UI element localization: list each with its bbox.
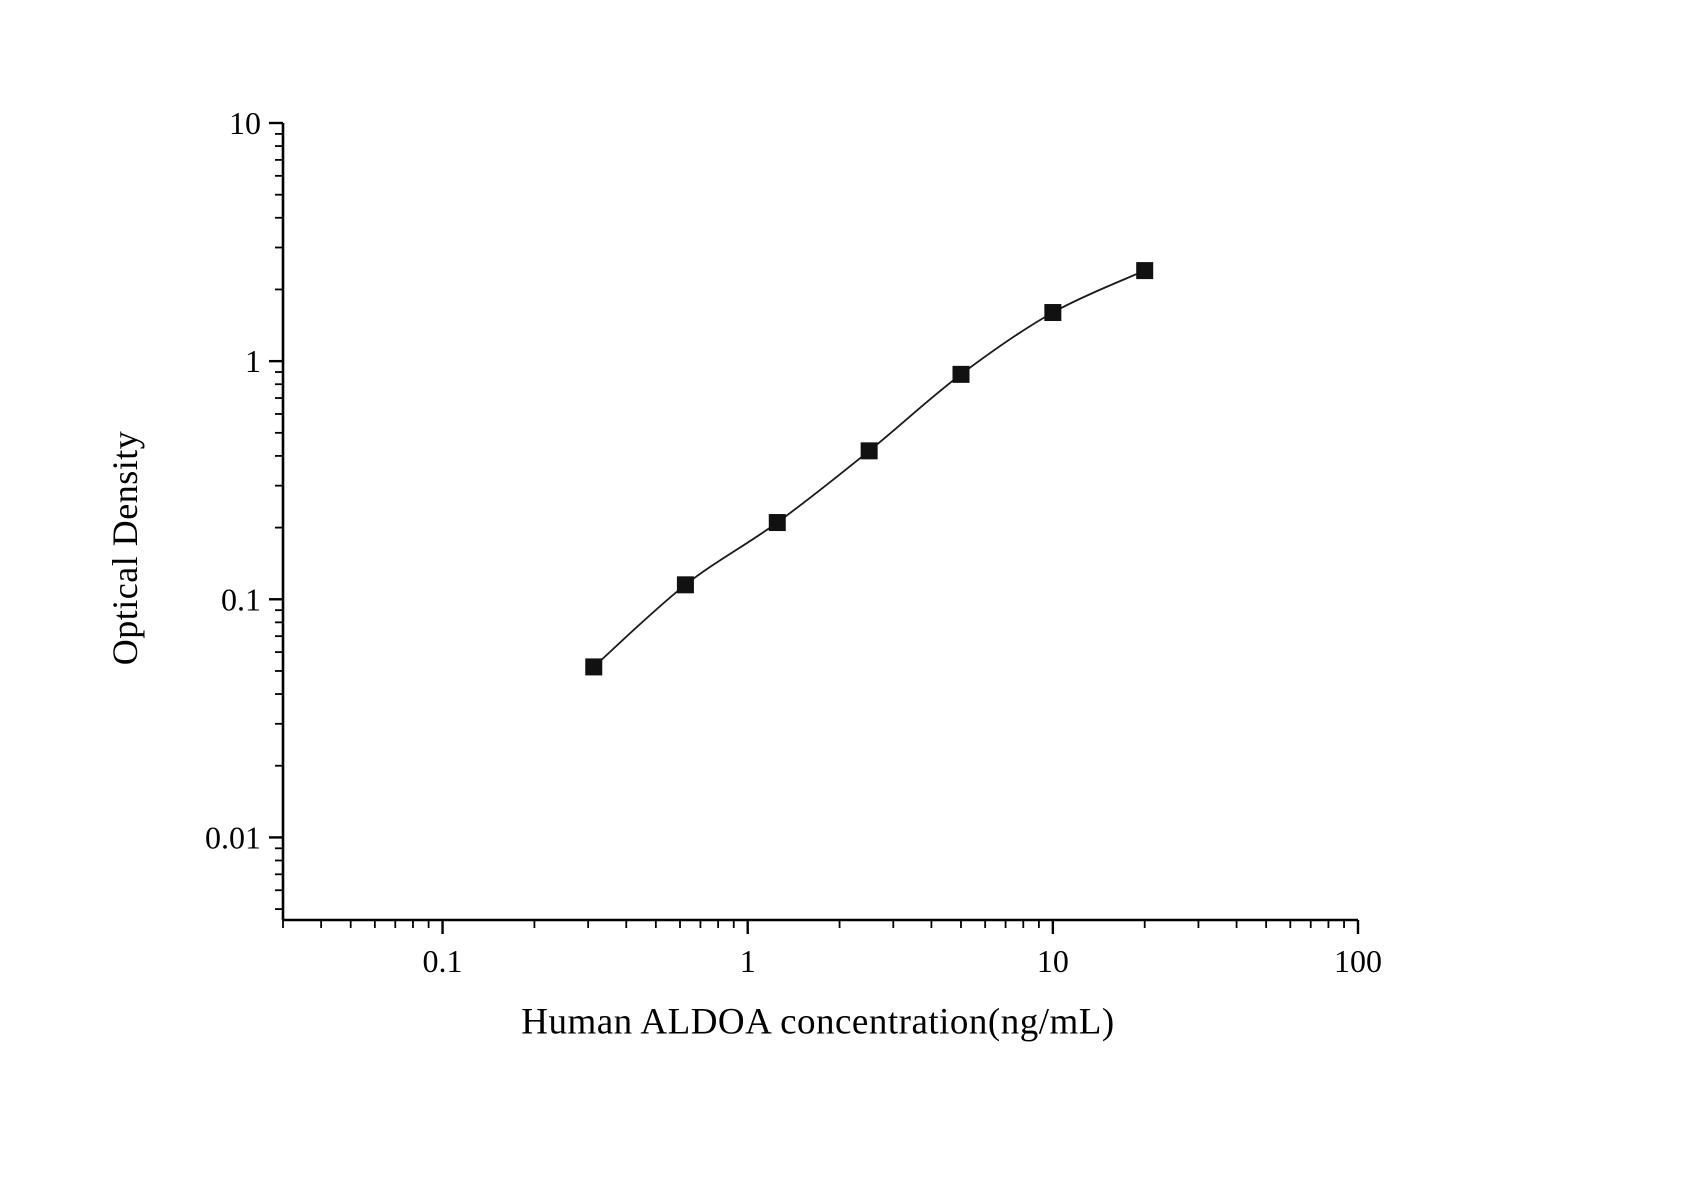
y-tick-label: 0.01 — [205, 819, 261, 855]
y-tick-label: 10 — [229, 105, 261, 141]
data-point-marker — [676, 576, 694, 594]
data-point-marker — [860, 442, 878, 460]
x-axis-title: Human ALDOA concentration(ng/mL) — [521, 1001, 1115, 1043]
x-tick-label: 0.1 — [423, 943, 463, 979]
x-tick-label: 1 — [740, 943, 756, 979]
y-tick-label: 1 — [245, 343, 261, 379]
data-point-marker — [768, 514, 786, 532]
x-tick-label: 100 — [1334, 943, 1382, 979]
data-point-marker — [585, 658, 603, 676]
data-point-marker — [1136, 262, 1154, 280]
data-point-marker — [1044, 304, 1062, 322]
data-point-marker — [952, 365, 970, 383]
standard-curve-line — [593, 269, 1146, 668]
y-axis-title: Optical Density — [105, 430, 145, 666]
y-tick-label: 0.1 — [221, 581, 261, 617]
x-tick-label: 10 — [1037, 943, 1069, 979]
